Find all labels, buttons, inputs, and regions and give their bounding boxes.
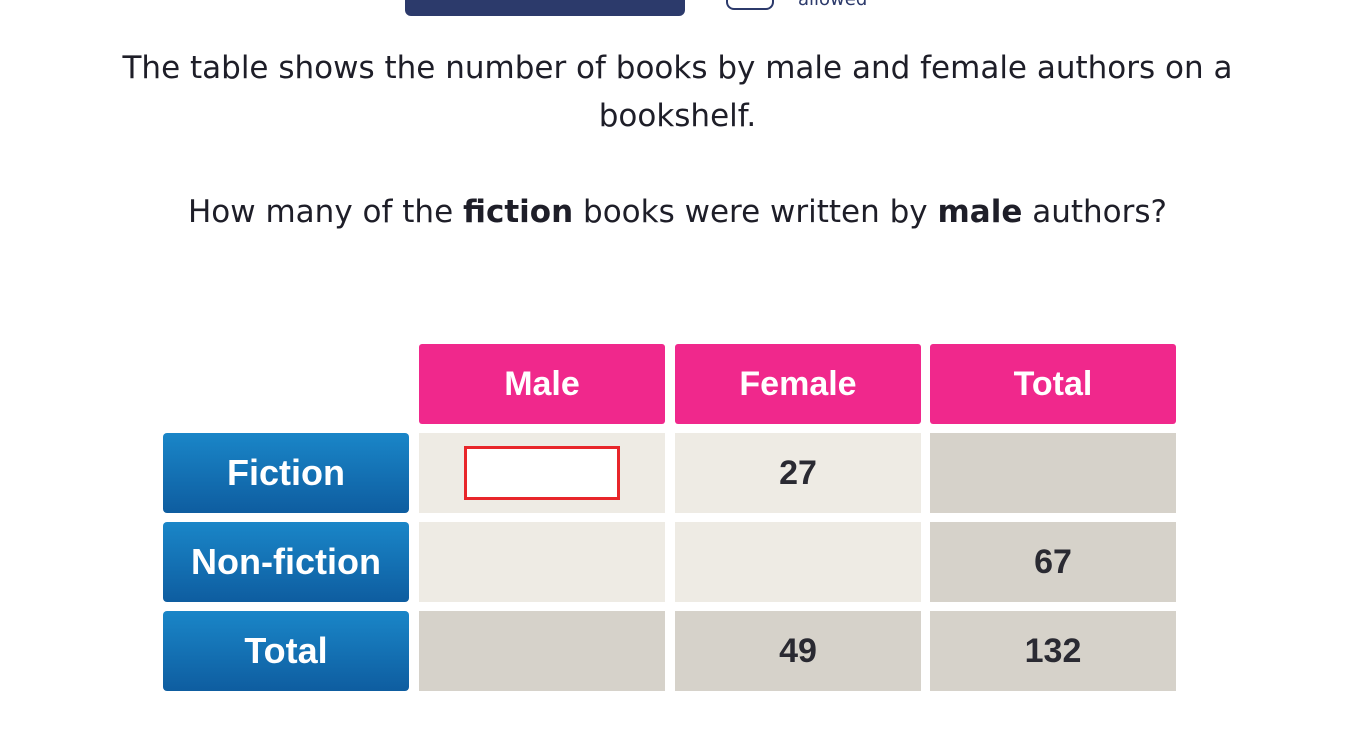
question-ask-prefix: How many of the	[188, 194, 463, 230]
top-toolbar-bar	[405, 0, 685, 16]
column-header-male: Male	[419, 344, 665, 424]
cell-non-fiction-total: 67	[930, 522, 1176, 602]
column-header-total: Total	[930, 344, 1176, 424]
question-ask-bold-fiction: fiction	[463, 194, 574, 230]
cell-total-male	[419, 611, 665, 691]
cell-fiction-total	[930, 433, 1176, 513]
question-intro-text: The table shows the number of books by m…	[122, 50, 1233, 134]
column-header-female: Female	[675, 344, 921, 424]
question-intro: The table shows the number of books by m…	[0, 44, 1355, 140]
question-ask-suffix: authors?	[1022, 194, 1167, 230]
cell-fiction-female: 27	[675, 433, 921, 513]
allowed-label: allowed	[798, 0, 867, 10]
cell-non-fiction-male	[419, 522, 665, 602]
row-label-fiction: Fiction	[163, 433, 409, 513]
cell-non-fiction-female	[675, 522, 921, 602]
question-ask-bold-male: male	[937, 194, 1023, 230]
answer-input-box[interactable]	[464, 446, 620, 500]
question-prompt: How many of the fiction books were writt…	[0, 188, 1355, 236]
calculator-icon	[726, 0, 774, 10]
cell-total-total: 132	[930, 611, 1176, 691]
row-label-non-fiction: Non-fiction	[163, 522, 409, 602]
cell-total-female: 49	[675, 611, 921, 691]
question-ask-mid: books were written by	[573, 194, 938, 230]
cell-fiction-male	[419, 433, 665, 513]
row-label-total: Total	[163, 611, 409, 691]
